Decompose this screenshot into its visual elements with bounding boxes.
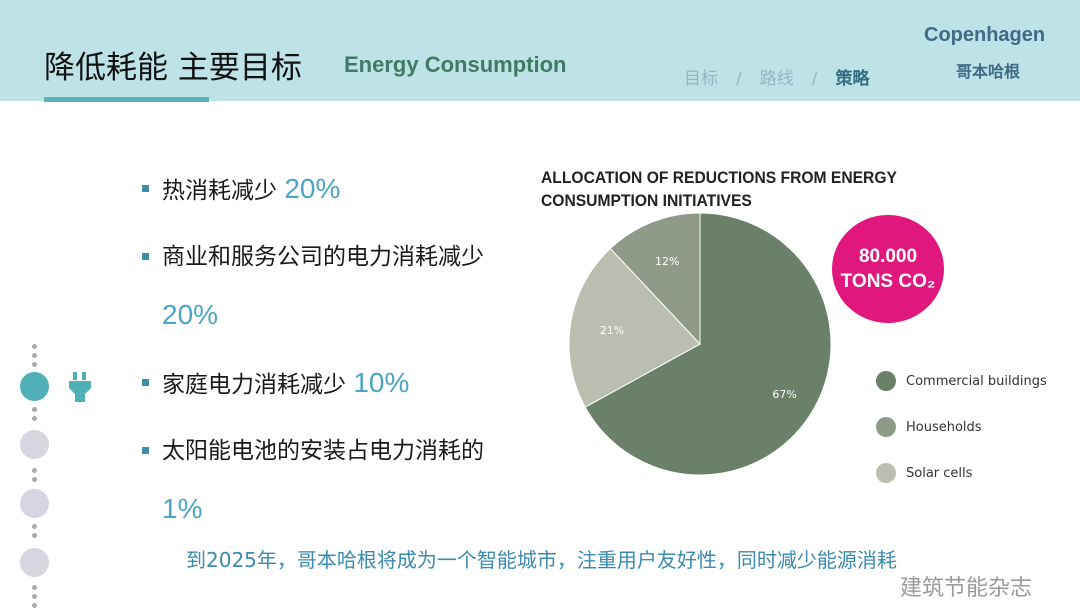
- nav-step-1[interactable]: [20, 372, 49, 401]
- bullet-item: 家庭电力消耗减少 10%: [140, 354, 500, 414]
- legend-label: Households: [906, 419, 982, 435]
- bullet-item: 商业和服务公司的电力消耗减少 20%: [140, 228, 500, 346]
- legend-item: Solar cells: [876, 450, 1047, 496]
- pie-label: 21%: [600, 324, 624, 337]
- page-title: 降低耗能 主要目标: [44, 50, 302, 86]
- title-underline: [44, 97, 209, 102]
- breadcrumb-item[interactable]: 路线: [759, 69, 794, 89]
- co2-badge: 80.000 TONS CO₂: [832, 215, 944, 323]
- nav-step-3[interactable]: [20, 489, 49, 518]
- pie-slice-commercial-buildings: [584, 212, 832, 476]
- page-subtitle: Energy Consumption: [344, 52, 567, 77]
- legend-item: Commercial buildings: [876, 358, 1047, 404]
- breadcrumb: 目标 / 路线 / 策略: [684, 69, 870, 89]
- header: 降低耗能 主要目标 Energy Consumption 目标 / 路线 / 策略 Co…: [0, 0, 1080, 101]
- legend-label: Commercial buildings: [906, 373, 1047, 389]
- watermark: 建筑节能杂志: [900, 576, 1033, 601]
- legend-item: Households: [876, 404, 1047, 450]
- legend-swatch: [876, 417, 896, 437]
- pie-label: 67%: [772, 388, 796, 401]
- bullet-item: 太阳能电池的安装占电力消耗的 1%: [140, 422, 500, 540]
- pie-slice-households: [609, 212, 701, 346]
- bullet-list: 热消耗减少 20% 商业和服务公司的电力消耗减少 20% 家庭电力消耗减少 10…: [140, 160, 500, 540]
- chart-legend: Commercial buildings Households Solar cell…: [876, 358, 1047, 496]
- pie-slice-solar-cells: [568, 247, 701, 408]
- breadcrumb-item[interactable]: 目标: [684, 69, 718, 89]
- nav-step-2[interactable]: [20, 430, 49, 459]
- brand-cn: 哥本哈根: [956, 62, 1021, 81]
- brand: Copenhagen: [924, 24, 1046, 46]
- legend-swatch: [876, 463, 896, 483]
- legend-label: Solar cells: [906, 465, 973, 481]
- plug-icon: [69, 372, 91, 402]
- breadcrumb-item-active[interactable]: 策略: [835, 69, 870, 89]
- pie-label: 12%: [655, 255, 679, 268]
- footer-text: 到2025年，哥本哈根将成为一个智能城市，注重用户友好性，同时减少能源消耗: [186, 548, 897, 572]
- bullet-item: 热消耗减少 20%: [140, 160, 500, 220]
- chart-title: ALLOCATION OF REDUCTIONS FROM ENERGY CON…: [541, 168, 897, 210]
- legend-swatch: [876, 371, 896, 391]
- nav-step-4[interactable]: [20, 548, 49, 577]
